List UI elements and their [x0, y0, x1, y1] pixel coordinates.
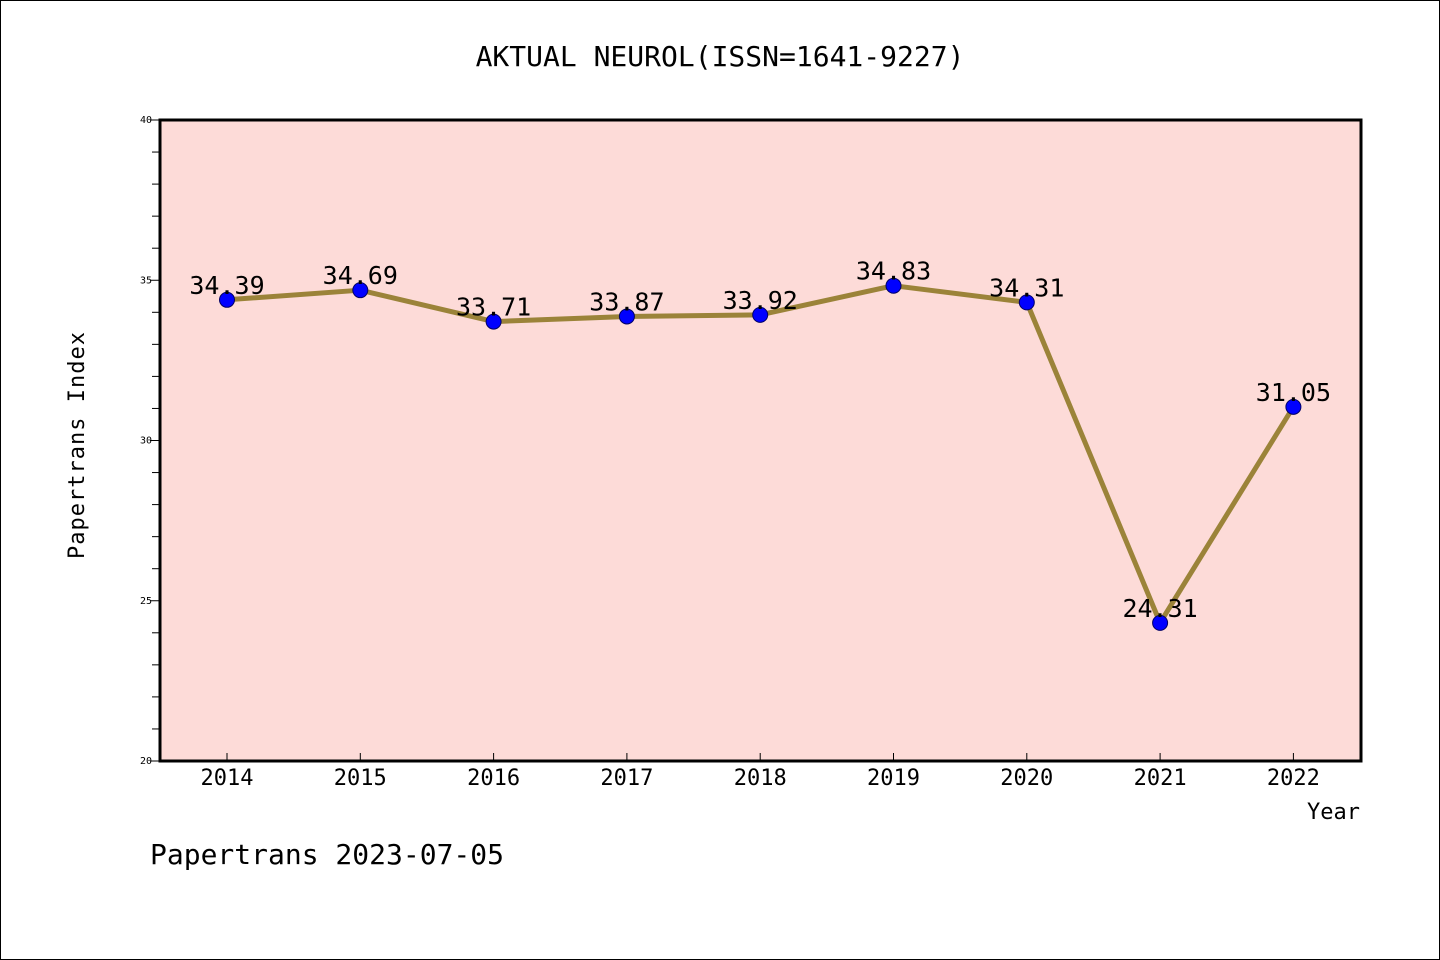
- data-label: 33.71: [456, 293, 531, 322]
- data-point: [885, 277, 902, 294]
- x-tick-label: 2017: [600, 766, 653, 791]
- footer-text: Papertrans 2023-07-05: [150, 838, 504, 871]
- x-tick-label: 2018: [734, 766, 787, 791]
- data-point: [752, 306, 769, 323]
- data-point: [352, 282, 369, 299]
- x-axis: 2014 2015 2016 2017 2018 2019 2020 2021 2022: [201, 753, 1320, 791]
- x-tick-label: 2019: [867, 766, 920, 791]
- data-label: 34.39: [189, 271, 264, 300]
- data-point: [219, 291, 235, 308]
- data-point: [1152, 614, 1169, 631]
- data-point: [485, 313, 502, 330]
- data-point: [1285, 398, 1302, 415]
- y-axis-label: Papertrans Index: [65, 331, 90, 559]
- data-label: 33.87: [589, 287, 664, 316]
- x-tick-label: 2022: [1267, 766, 1320, 791]
- y-tick-label: 40: [140, 115, 152, 126]
- y-tick-label: 20: [140, 756, 152, 767]
- data-label: 24.31: [1122, 594, 1197, 623]
- chart-title: AKTUAL NEUROL(ISSN=1641-9227): [476, 40, 965, 73]
- data-label: 34.83: [856, 257, 931, 286]
- x-tick-label: 2016: [467, 766, 520, 791]
- y-tick-label: 25: [140, 596, 152, 607]
- y-tick-label: 30: [140, 436, 152, 447]
- x-tick-label: 2021: [1134, 766, 1187, 791]
- x-tick-label: 2014: [201, 766, 254, 791]
- data-label: 33.92: [723, 286, 798, 315]
- x-tick-label: 2015: [334, 766, 387, 791]
- data-label: 34.69: [323, 261, 398, 290]
- data-point: [1018, 294, 1035, 311]
- plot-area: [160, 120, 1361, 761]
- x-axis-label: Year: [1307, 800, 1360, 825]
- data-labels: 34.39 34.69 33.71 33.87 33.92 34.83 34.31 24.31…: [189, 257, 1331, 623]
- x-tick-label: 2020: [1000, 766, 1053, 791]
- data-label: 34.31: [989, 273, 1064, 302]
- y-tick-label: 35: [140, 275, 152, 286]
- data-point: [618, 308, 635, 325]
- y-axis: 20 25 30 35 40: [140, 115, 160, 767]
- data-label: 31.05: [1256, 378, 1331, 407]
- series-layer: [219, 277, 1302, 631]
- plot-border: [158, 118, 1363, 763]
